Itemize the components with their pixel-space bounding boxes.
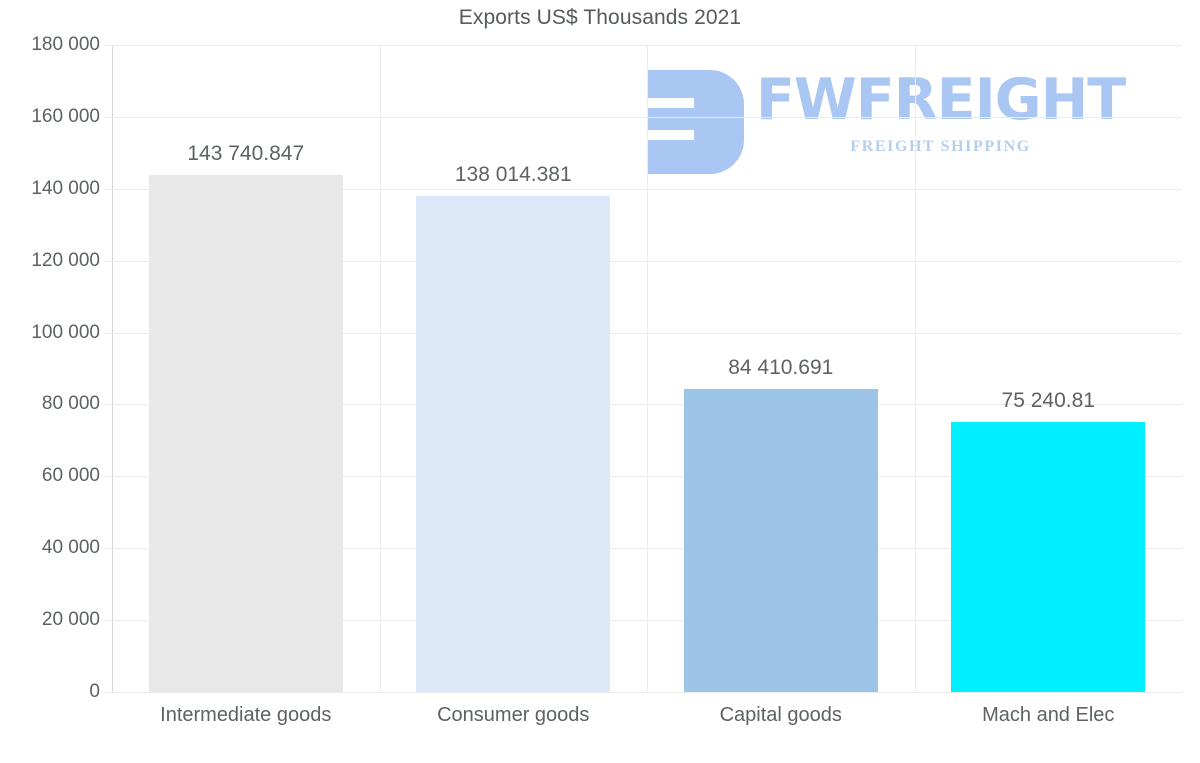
gridline [104,692,1182,693]
gridline [104,548,1182,550]
x-axis-category-label: Consumer goods [437,704,590,726]
x-axis-category-label: Intermediate goods [160,704,332,726]
y-axis-tick-label: 60 000 [41,465,100,487]
category-separator [647,45,648,692]
bar-value-label: 138 014.381 [454,162,572,186]
gridline [104,116,1182,118]
bar[interactable]: 138 014.381 Consumer goods [416,163,611,726]
bar-value-label: 75 240.81 [1001,388,1095,412]
gridline [104,332,1182,334]
y-axis-tick-label: 20 000 [41,609,100,631]
bar[interactable]: 75 240.81 Mach and Elec [951,389,1146,726]
bar-value-label: 143 740.847 [187,142,305,166]
gridline [104,260,1182,262]
y-axis-tick-label: 100 000 [31,321,100,343]
chart-title: Exports US$ Thousands 2021 [458,6,742,29]
x-axis-category-label: Capital goods [719,704,842,726]
y-axis-tick-label: 120 000 [31,249,100,271]
y-axis-tick-label: 40 000 [41,537,100,559]
bar-value-label: 84 410.691 [728,355,834,379]
gridline [104,45,1182,46]
y-axis-tick-label: 80 000 [41,393,100,415]
x-axis-category-label: Mach and Elec [982,704,1115,726]
y-axis-tick-label: 140 000 [31,177,100,199]
y-axis-tick-label: 180 000 [31,34,100,55]
gridline [104,620,1182,622]
bar[interactable]: 84 410.691 Capital goods [683,356,878,726]
gridline [104,476,1182,478]
gridline [104,404,1182,406]
plot-area: 0 20 000 40 000 60 000 80 000 100 000 120 000 1… [31,34,1182,726]
y-axis-line [112,45,113,692]
gridline [104,188,1182,190]
category-separator [380,45,381,692]
bar[interactable]: 143 740.847 Intermediate goods [148,142,343,726]
category-separator [915,45,916,692]
y-axis-tick-label: 0 [89,681,100,702]
y-axis-tick-label: 160 000 [31,105,100,127]
